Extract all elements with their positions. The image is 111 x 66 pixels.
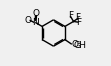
Text: CH: CH [74, 41, 87, 50]
Text: F: F [76, 18, 81, 27]
Text: 3: 3 [77, 43, 81, 49]
Text: O: O [72, 40, 79, 49]
Text: F: F [68, 11, 73, 20]
Text: N: N [32, 18, 39, 27]
Text: O: O [32, 9, 39, 18]
Text: O: O [25, 16, 32, 25]
Text: F: F [76, 13, 81, 22]
